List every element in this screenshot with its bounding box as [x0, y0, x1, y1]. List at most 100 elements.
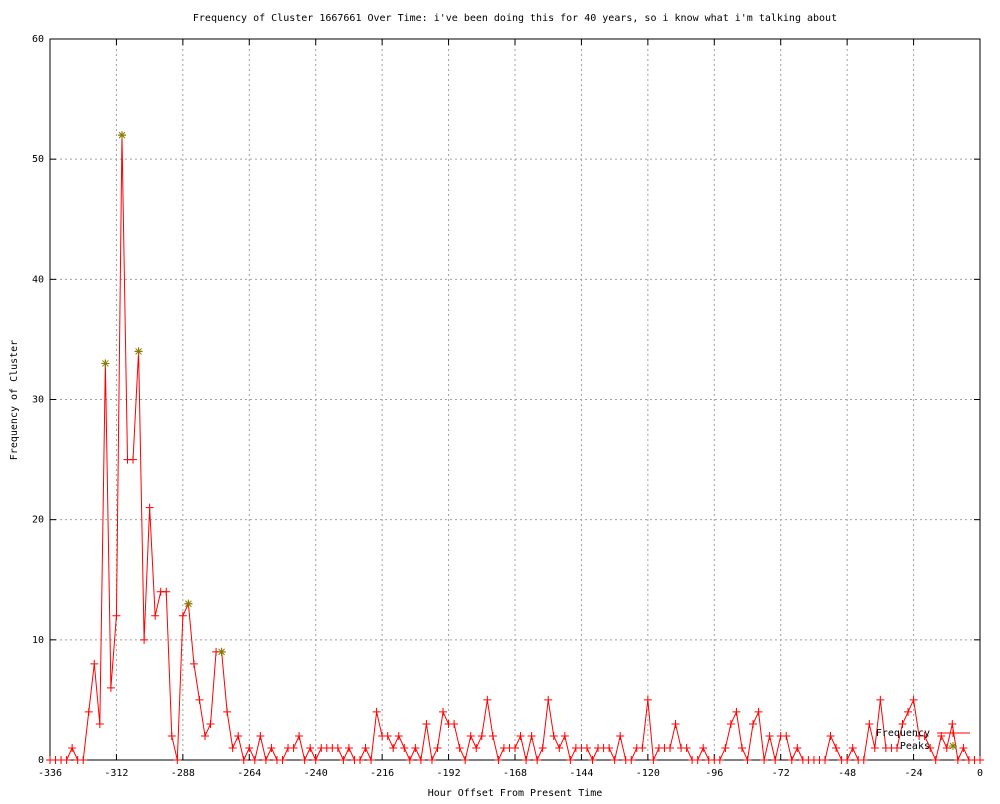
marker: [976, 756, 984, 764]
marker: [339, 756, 348, 764]
marker: [610, 756, 619, 764]
marker: [749, 719, 758, 728]
marker: [140, 635, 149, 644]
x-tick-label: -216: [370, 768, 394, 779]
marker: [616, 731, 625, 740]
marker: [544, 695, 553, 704]
marker: [488, 731, 497, 740]
marker: [848, 743, 857, 752]
marker: [367, 756, 376, 764]
marker: [195, 695, 204, 704]
x-tick-label: -72: [772, 768, 790, 779]
x-axis-label: Hour Offset From Present Time: [428, 788, 603, 799]
marker: [638, 743, 647, 752]
marker: [356, 756, 364, 764]
marker: [920, 731, 929, 740]
marker: [859, 756, 868, 764]
marker: [95, 719, 104, 728]
plot-frame: [49, 38, 981, 761]
marker: [201, 731, 209, 740]
marker: [538, 743, 547, 752]
marker: [228, 743, 237, 752]
marker: [261, 756, 270, 764]
marker: [306, 743, 315, 752]
marker: [400, 743, 409, 752]
marker: [793, 743, 802, 752]
x-tick-label: -312: [104, 768, 128, 779]
marker: [344, 743, 353, 752]
marker: [84, 707, 93, 716]
marker: [278, 756, 287, 764]
marker: [300, 756, 309, 764]
x-tick-label: 0: [977, 768, 983, 779]
x-tick-label: -48: [838, 768, 856, 779]
marker: [649, 756, 658, 764]
marker: [361, 743, 370, 752]
y-axis-label: Frequency of Cluster: [9, 340, 20, 460]
marker: [483, 695, 492, 704]
marker: [411, 743, 420, 752]
marker: [295, 731, 304, 740]
marker: [771, 756, 780, 764]
marker: [516, 731, 525, 740]
marker: [942, 743, 951, 752]
marker: [904, 707, 913, 716]
marker: [892, 743, 901, 752]
marker: [721, 743, 730, 752]
marker: [206, 719, 215, 728]
marker: [389, 743, 398, 752]
marker: [466, 731, 475, 740]
marker: [189, 659, 198, 668]
marker: [588, 756, 597, 764]
marker: [422, 719, 431, 728]
legend-label: Frequency: [876, 728, 930, 739]
marker: [79, 756, 88, 764]
marker: [439, 707, 448, 716]
marker: [953, 756, 962, 764]
x-tick-label: -144: [569, 768, 593, 779]
marker: [145, 503, 154, 512]
marker: [167, 731, 176, 740]
marker: [582, 743, 591, 752]
marker: [959, 743, 968, 752]
marker: [511, 743, 519, 752]
marker: [948, 719, 957, 728]
x-tick-label: -336: [38, 768, 62, 779]
marker: [311, 756, 320, 764]
marker: [383, 731, 392, 740]
x-tick-label: -240: [304, 768, 328, 779]
legend-label: Peaks: [900, 741, 930, 752]
x-tick-label: -264: [237, 768, 261, 779]
legend-swatch: [949, 742, 957, 750]
marker: [245, 743, 254, 752]
marker: [433, 743, 442, 752]
marker: [826, 731, 835, 740]
chart-title: Frequency of Cluster 1667661 Over Time: …: [193, 13, 837, 24]
marker: [239, 756, 248, 764]
marker: [605, 743, 614, 752]
marker: [461, 756, 470, 764]
marker: [117, 131, 126, 140]
marker: [372, 707, 381, 716]
marker: [737, 743, 746, 752]
marker: [671, 719, 680, 728]
marker: [743, 756, 752, 764]
marker: [533, 756, 542, 764]
marker: [566, 756, 575, 764]
marker: [865, 719, 874, 728]
marker: [522, 756, 531, 764]
x-tick-label: -24: [905, 768, 923, 779]
marker: [450, 719, 459, 728]
marker: [106, 683, 115, 692]
marker: [843, 756, 852, 764]
marker: [223, 707, 232, 716]
marker: [112, 611, 121, 620]
marker: [787, 756, 796, 764]
marker: [549, 731, 558, 740]
marker: [217, 647, 226, 656]
marker: [898, 719, 907, 728]
y-tick-label: 50: [32, 154, 44, 165]
marker: [416, 756, 425, 764]
marker: [62, 756, 71, 764]
